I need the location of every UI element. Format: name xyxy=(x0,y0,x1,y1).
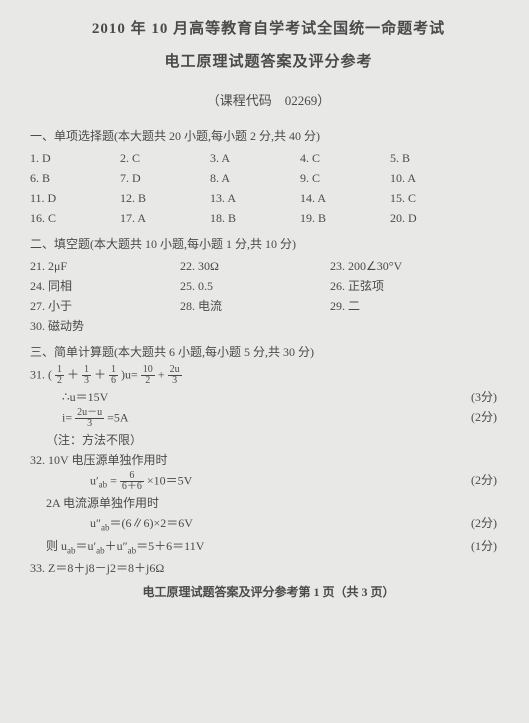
course-code: （课程代码 02269） xyxy=(30,91,507,111)
score: (2分) xyxy=(471,408,497,426)
q31-line2: ∴u＝15V (3分) xyxy=(30,388,507,406)
fill-row: 30. 磁动势 xyxy=(30,317,507,335)
answer: 14. A xyxy=(300,189,390,207)
fill: 28. 电流 xyxy=(180,297,330,315)
answer: 18. B xyxy=(210,209,300,227)
fraction: 2u－u3 xyxy=(75,408,104,429)
answer: 15. C xyxy=(390,189,480,207)
answer: 1. D xyxy=(30,149,120,167)
answer: 11. D xyxy=(30,189,120,207)
answer: 3. A xyxy=(210,149,300,167)
answer: 8. A xyxy=(210,169,300,187)
fill-row: 27. 小于 28. 电流 29. 二 xyxy=(30,297,507,315)
header-title2: 电工原理试题答案及评分参考 xyxy=(30,51,507,74)
fraction: 16 xyxy=(109,365,118,386)
answer: 9. C xyxy=(300,169,390,187)
answer-row: 6. B 7. D 8. A 9. C 10. A xyxy=(30,169,507,187)
answer: 17. A xyxy=(120,209,210,227)
fill: 24. 同相 xyxy=(30,277,180,295)
answer: 16. C xyxy=(30,209,120,227)
page-footer: 电工原理试题答案及评分参考第 1 页（共 3 页） xyxy=(30,583,507,601)
fill: 30. 磁动势 xyxy=(30,317,180,335)
q33: 33. Z＝8＋j8－j2＝8＋j6Ω xyxy=(30,559,507,577)
answer: 7. D xyxy=(120,169,210,187)
sub: ab xyxy=(101,522,110,532)
fill: 23. 200∠30°V xyxy=(330,257,480,275)
q32-line4: u″ab＝(6∥6)×2＝6V (2分) xyxy=(30,514,507,535)
q31-note: （注：方法不限） xyxy=(30,431,507,449)
fill: 26. 正弦项 xyxy=(330,277,480,295)
fill: 29. 二 xyxy=(330,297,480,315)
q32-line3: 2A 电流源单独作用时 xyxy=(30,494,507,512)
answer: 12. B xyxy=(120,189,210,207)
q32-line5: 则 uab＝u′ab＋u″ab＝5＋6＝11V (1分) xyxy=(30,537,507,558)
fraction: 13 xyxy=(82,365,91,386)
sub: ab xyxy=(67,545,76,555)
text: ＝(6∥6)×2＝6V xyxy=(110,516,193,530)
answer-row: 11. D 12. B 13. A 14. A 15. C xyxy=(30,189,507,207)
fill: 22. 30Ω xyxy=(180,257,330,275)
q32-line1: 32. 10V 电压源单独作用时 xyxy=(30,451,507,469)
sub: ab xyxy=(96,545,105,555)
answer: 2. C xyxy=(120,149,210,167)
answer-row: 1. D 2. C 3. A 4. C 5. B xyxy=(30,149,507,167)
sub: ab xyxy=(99,479,108,489)
text: ＝5＋6＝11V xyxy=(136,539,204,553)
header-title1: 2010 年 10 月高等教育自学考试全国统一命题考试 xyxy=(30,18,507,41)
answer: 20. D xyxy=(390,209,480,227)
fill: 25. 0.5 xyxy=(180,277,330,295)
answer: 4. C xyxy=(300,149,390,167)
answer: 6. B xyxy=(30,169,120,187)
text: ×10＝5V xyxy=(147,473,192,487)
q31-line3: i= 2u－u3 =5A (2分) xyxy=(30,408,507,429)
text: 则 u xyxy=(46,539,67,553)
section2-head: 二、填空题(本大题共 10 小题,每小题 1 分,共 10 分) xyxy=(30,235,507,253)
sub: ab xyxy=(128,545,137,555)
exam-answer-page: 2010 年 10 月高等教育自学考试全国统一命题考试 电工原理试题答案及评分参… xyxy=(0,0,529,723)
text: ＝u′ xyxy=(76,539,97,553)
fill-row: 21. 2μF 22. 30Ω 23. 200∠30°V xyxy=(30,257,507,275)
text: i= xyxy=(62,410,75,424)
answer: 13. A xyxy=(210,189,300,207)
fraction: 12 xyxy=(55,365,64,386)
text: u′ xyxy=(90,473,99,487)
fill: 21. 2μF xyxy=(30,257,180,275)
answer: 10. A xyxy=(390,169,480,187)
text: ∴u＝15V xyxy=(62,390,108,404)
fraction: 66＋6 xyxy=(120,471,144,492)
text: 31. ( xyxy=(30,367,55,381)
score: (2分) xyxy=(471,514,497,532)
fill-row: 24. 同相 25. 0.5 26. 正弦项 xyxy=(30,277,507,295)
text: )u= xyxy=(121,367,141,381)
q31-line1: 31. ( 12 ＋ 13 ＋ 16 )u= 102 + 2u3 xyxy=(30,365,507,386)
score: (2分) xyxy=(471,471,497,489)
q32-line2: u′ab = 66＋6 ×10＝5V (2分) xyxy=(30,471,507,492)
fill: 27. 小于 xyxy=(30,297,180,315)
text: ＋u″ xyxy=(105,539,128,553)
fraction: 102 xyxy=(141,365,155,386)
answer-row: 16. C 17. A 18. B 19. B 20. D xyxy=(30,209,507,227)
text: = xyxy=(110,473,120,487)
fraction: 2u3 xyxy=(168,365,182,386)
section1-answers: 1. D 2. C 3. A 4. C 5. B 6. B 7. D 8. A … xyxy=(30,149,507,227)
text: =5A xyxy=(107,410,128,424)
answer: 19. B xyxy=(300,209,390,227)
section2-fills: 21. 2μF 22. 30Ω 23. 200∠30°V 24. 同相 25. … xyxy=(30,257,507,335)
text: u″ xyxy=(90,516,101,530)
answer: 5. B xyxy=(390,149,480,167)
score: (3分) xyxy=(471,388,497,406)
text: + xyxy=(158,367,168,381)
section3-head: 三、简单计算题(本大题共 6 小题,每小题 5 分,共 30 分) xyxy=(30,343,507,361)
section1-head: 一、单项选择题(本大题共 20 小题,每小题 2 分,共 40 分) xyxy=(30,127,507,145)
score: (1分) xyxy=(471,537,497,555)
